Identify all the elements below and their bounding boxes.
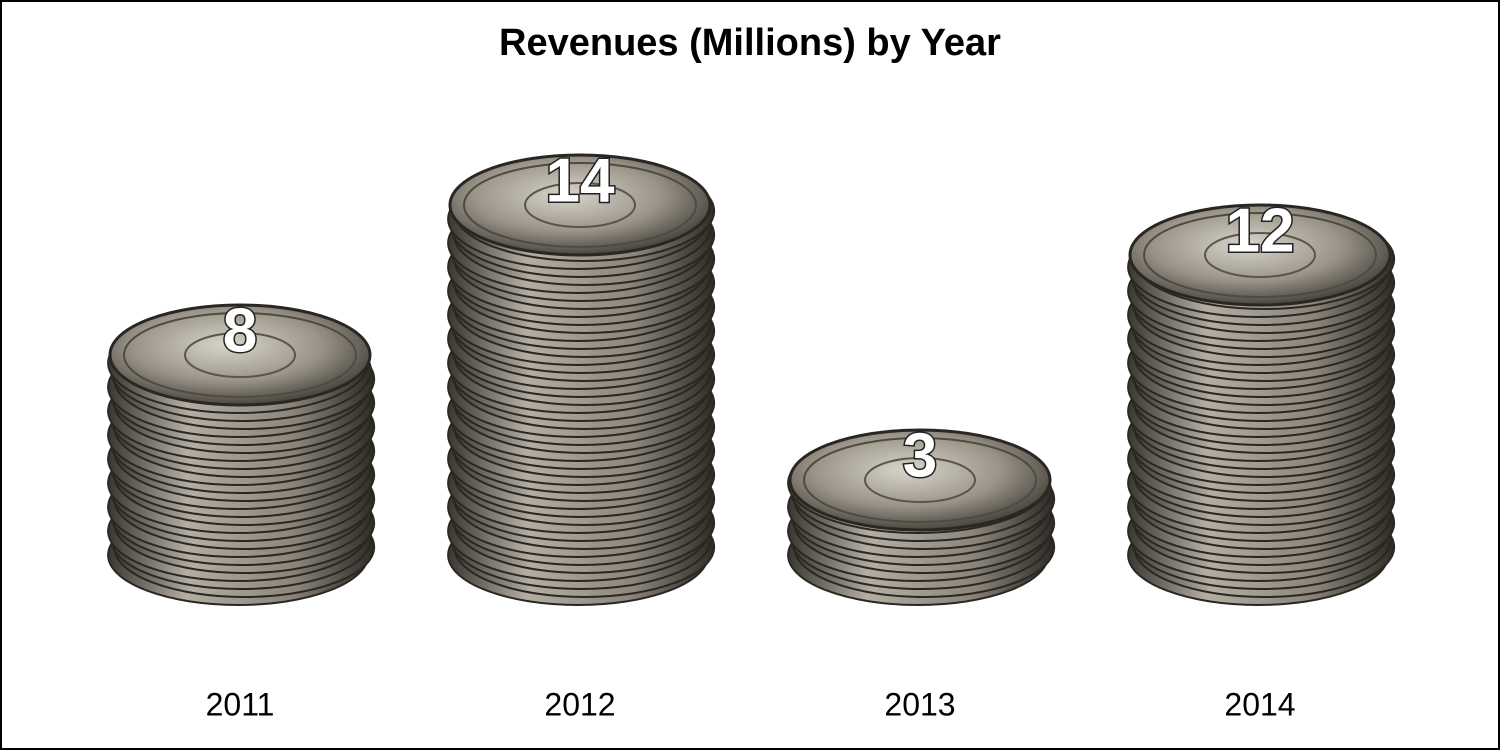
- value-label: 3: [903, 421, 937, 490]
- coin-face: [788, 428, 1052, 532]
- x-tick-label: 2013: [884, 686, 955, 722]
- coin-rim: [803, 437, 1037, 523]
- chart-title: Revenues (Millions) by Year: [499, 22, 1001, 64]
- coin-face: [1128, 203, 1392, 307]
- coin-center: [524, 182, 636, 228]
- coin-rim: [123, 312, 357, 398]
- coin-face: [108, 303, 372, 407]
- coin-center: [1204, 232, 1316, 278]
- x-tick-label: 2012: [544, 686, 615, 722]
- x-tick-label: 2011: [206, 686, 275, 722]
- coin-rim: [1143, 212, 1377, 298]
- x-tick-label: 2014: [1224, 686, 1295, 722]
- coin-stack: [107, 303, 376, 606]
- coin-center: [864, 457, 976, 503]
- coin-stack: [447, 153, 716, 606]
- coin-stack: [787, 428, 1056, 606]
- value-label: 14: [546, 146, 615, 215]
- coin-stack: [1127, 203, 1396, 606]
- coin-center: [184, 332, 296, 378]
- coin-face: [448, 153, 712, 257]
- value-label: 12: [1226, 196, 1295, 265]
- coin-rim: [463, 162, 697, 248]
- value-label: 8: [223, 296, 257, 365]
